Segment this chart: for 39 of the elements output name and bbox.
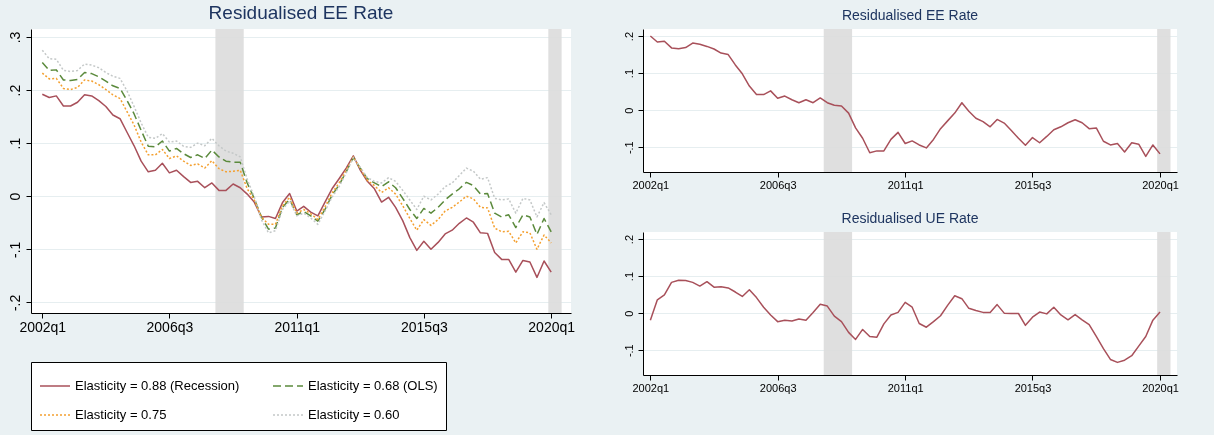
x-tick-label: 2015q3 bbox=[400, 318, 448, 335]
x-tick-label: 2002q1 bbox=[632, 381, 670, 394]
y-tick-label: .2 bbox=[622, 31, 635, 42]
y-tick-label: 0 bbox=[622, 107, 635, 114]
line-series bbox=[649, 279, 1161, 364]
y-tick-label: .1 bbox=[622, 68, 635, 79]
legend-label: Elasticity = 0.60 bbox=[308, 407, 400, 422]
y-tick-label: .3 bbox=[6, 31, 23, 44]
x-tick-label: 2020q1 bbox=[1142, 381, 1179, 394]
x-tick-label: 2002q1 bbox=[632, 178, 670, 191]
x-tick-label: 2006q3 bbox=[759, 381, 797, 394]
line-series bbox=[649, 35, 1161, 158]
y-tick-label: -.1 bbox=[622, 141, 635, 155]
x-tick-label: 2011q1 bbox=[887, 381, 924, 394]
x-tick-label: 2002q1 bbox=[19, 318, 67, 335]
x-tick-label: 2020q1 bbox=[528, 318, 576, 335]
y-tick-label: -.1 bbox=[622, 344, 635, 358]
y-tick-label: 0 bbox=[6, 192, 23, 201]
x-tick-label: 2011q1 bbox=[887, 178, 924, 191]
y-tick-label: -.2 bbox=[6, 294, 23, 312]
legend-label: Elasticity = 0.88 (Recession) bbox=[75, 378, 240, 393]
chart-title: Residualised UE Rate bbox=[841, 210, 979, 226]
y-tick-label: -.1 bbox=[6, 241, 23, 258]
chart-title: Residualised EE Rate bbox=[208, 2, 394, 23]
x-tick-label: 2011q1 bbox=[274, 318, 321, 335]
line-series bbox=[41, 93, 552, 279]
y-tick-label: .2 bbox=[6, 84, 23, 97]
legend-label: Elasticity = 0.68 (OLS) bbox=[308, 378, 438, 393]
chart-title: Residualised EE Rate bbox=[841, 7, 979, 23]
y-tick-label: .2 bbox=[622, 234, 635, 245]
x-tick-label: 2020q1 bbox=[1142, 178, 1179, 191]
x-tick-label: 2015q3 bbox=[1014, 178, 1052, 191]
x-tick-label: 2015q3 bbox=[1014, 381, 1052, 394]
x-tick-label: 2006q3 bbox=[759, 178, 797, 191]
y-tick-label: 0 bbox=[622, 310, 635, 317]
y-tick-label: .1 bbox=[6, 137, 23, 150]
y-tick-label: .1 bbox=[622, 271, 635, 282]
legend-label: Elasticity = 0.75 bbox=[75, 407, 167, 422]
x-tick-label: 2006q3 bbox=[146, 318, 194, 335]
